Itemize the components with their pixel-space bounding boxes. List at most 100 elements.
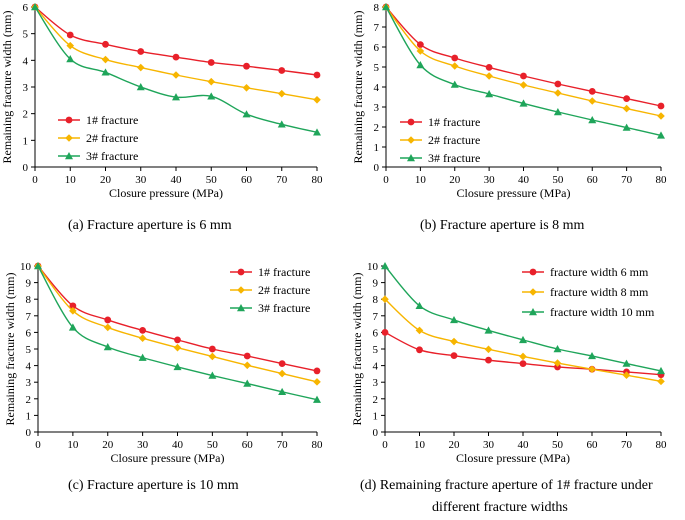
data-point: [416, 47, 425, 55]
y-axis-title: Remaining fracture width (mm): [351, 11, 365, 164]
legend-marker: [407, 136, 415, 144]
legend-marker: [407, 118, 415, 126]
series-3: [382, 3, 665, 139]
data-point: [172, 71, 180, 79]
data-point: [243, 352, 251, 360]
series-3: [381, 262, 665, 375]
data-point: [381, 262, 389, 270]
data-point: [278, 67, 286, 74]
x-tick-label: 50: [207, 439, 219, 451]
x-tick-label: 0: [32, 174, 38, 186]
x-tick-label: 60: [241, 174, 253, 186]
data-point: [520, 72, 527, 80]
legend-marker: [65, 152, 73, 160]
y-axis-title: Remaining fracture width (mm): [3, 273, 17, 426]
y-tick-label: 3: [23, 82, 29, 94]
legend-label: fracture width 8 mm: [550, 285, 649, 299]
series-3: [31, 3, 321, 136]
data-point: [101, 68, 110, 76]
data-point: [243, 379, 252, 387]
x-tick-label: 70: [276, 174, 288, 186]
data-point: [207, 92, 216, 100]
legend-label: 1# fracture: [258, 265, 310, 279]
chart-b: 0 10 20 30 40 50 60 70 80 0 1 2 3 4 5 6 7 8 Closure pressu…: [351, 2, 667, 200]
y-tick-label: 5: [374, 62, 380, 74]
legend-label: 3# fracture: [428, 151, 480, 165]
y-tick-label: 6: [373, 327, 379, 339]
y-tick-label: 6: [26, 327, 32, 339]
data-point: [622, 359, 631, 367]
x-tick-label: 40: [171, 174, 183, 186]
x-tick-label: 70: [621, 439, 633, 451]
data-point: [381, 329, 389, 336]
series-1: [34, 262, 321, 375]
x-tick-label: 80: [312, 174, 324, 186]
y-tick-label: 0: [26, 427, 32, 439]
y-tick-label: 0: [373, 427, 379, 439]
legend-marker: [237, 304, 245, 312]
data-point: [485, 64, 493, 71]
data-point: [588, 351, 596, 360]
y-tick-label: 7: [374, 22, 380, 34]
data-point: [553, 359, 562, 367]
x-tick-label: 70: [277, 439, 289, 451]
y-tick-label: 5: [23, 29, 29, 41]
legend-label: fracture width 10 mm: [550, 305, 655, 319]
data-point: [554, 80, 562, 88]
data-point: [66, 41, 75, 50]
y-tick-label: 2: [373, 394, 379, 406]
data-point: [657, 377, 665, 386]
legend-label: 3# fracture: [258, 301, 310, 315]
data-point: [657, 131, 665, 139]
y-tick-label: 7: [373, 311, 379, 323]
y-tick-label: 8: [26, 294, 32, 306]
data-point: [278, 360, 286, 368]
y-tick-label: 7: [26, 311, 32, 323]
legend-marker: [237, 286, 245, 294]
data-point: [381, 295, 389, 303]
series-2: [34, 262, 321, 386]
data-point: [138, 353, 147, 361]
y-axis-title: Remaining fracture width (mm): [0, 11, 14, 164]
chart-d: 0 10 20 30 40 50 60 70 80 0 1 2 3 4 5 6 7 8 9 10 Closure pre…: [350, 261, 667, 465]
data-point: [588, 365, 596, 374]
caption-d-line1: (d) Remaining fracture aperture of 1# fr…: [360, 478, 653, 493]
legend-label: fracture width 6 mm: [550, 265, 649, 279]
legend-label: 3# fracture: [86, 149, 138, 163]
data-point: [172, 53, 180, 61]
y-tick-label: 10: [20, 261, 32, 273]
x-tick-label: 40: [172, 439, 184, 451]
data-point: [588, 116, 597, 124]
x-tick-label: 50: [552, 174, 564, 186]
y-tick-label: 10: [367, 261, 379, 273]
series-3: [34, 262, 321, 403]
x-tick-label: 60: [587, 174, 599, 186]
data-point: [136, 63, 145, 72]
x-tick-label: 20: [449, 439, 461, 451]
y-tick-label: 4: [374, 82, 380, 94]
x-tick-label: 10: [67, 439, 79, 451]
data-point: [622, 104, 631, 113]
series-1: [382, 3, 665, 110]
data-point: [208, 371, 217, 379]
y-tick-label: 1: [373, 410, 379, 422]
legend: 1# fracture 2# fracture 3# fracture: [58, 113, 138, 163]
legend-label: 2# fracture: [258, 283, 310, 297]
data-point: [484, 345, 493, 354]
x-tick-label: 30: [135, 174, 147, 186]
y-tick-label: 4: [26, 361, 32, 373]
y-tick-label: 4: [373, 361, 379, 373]
y-tick-label: 3: [26, 377, 32, 389]
y-tick-label: 9: [26, 278, 32, 290]
data-point: [313, 71, 321, 79]
caption-d-line2: different fracture widths: [432, 500, 568, 515]
data-point: [415, 301, 424, 310]
data-point: [278, 387, 287, 396]
x-tick-label: 0: [35, 439, 41, 451]
legend-marker: [529, 268, 537, 276]
y-axis-title: Remaining fracture width (mm): [350, 273, 364, 426]
series-1: [31, 3, 321, 79]
series-2: [31, 3, 321, 104]
y-tick-label: 2: [26, 394, 32, 406]
data-point: [657, 112, 665, 120]
